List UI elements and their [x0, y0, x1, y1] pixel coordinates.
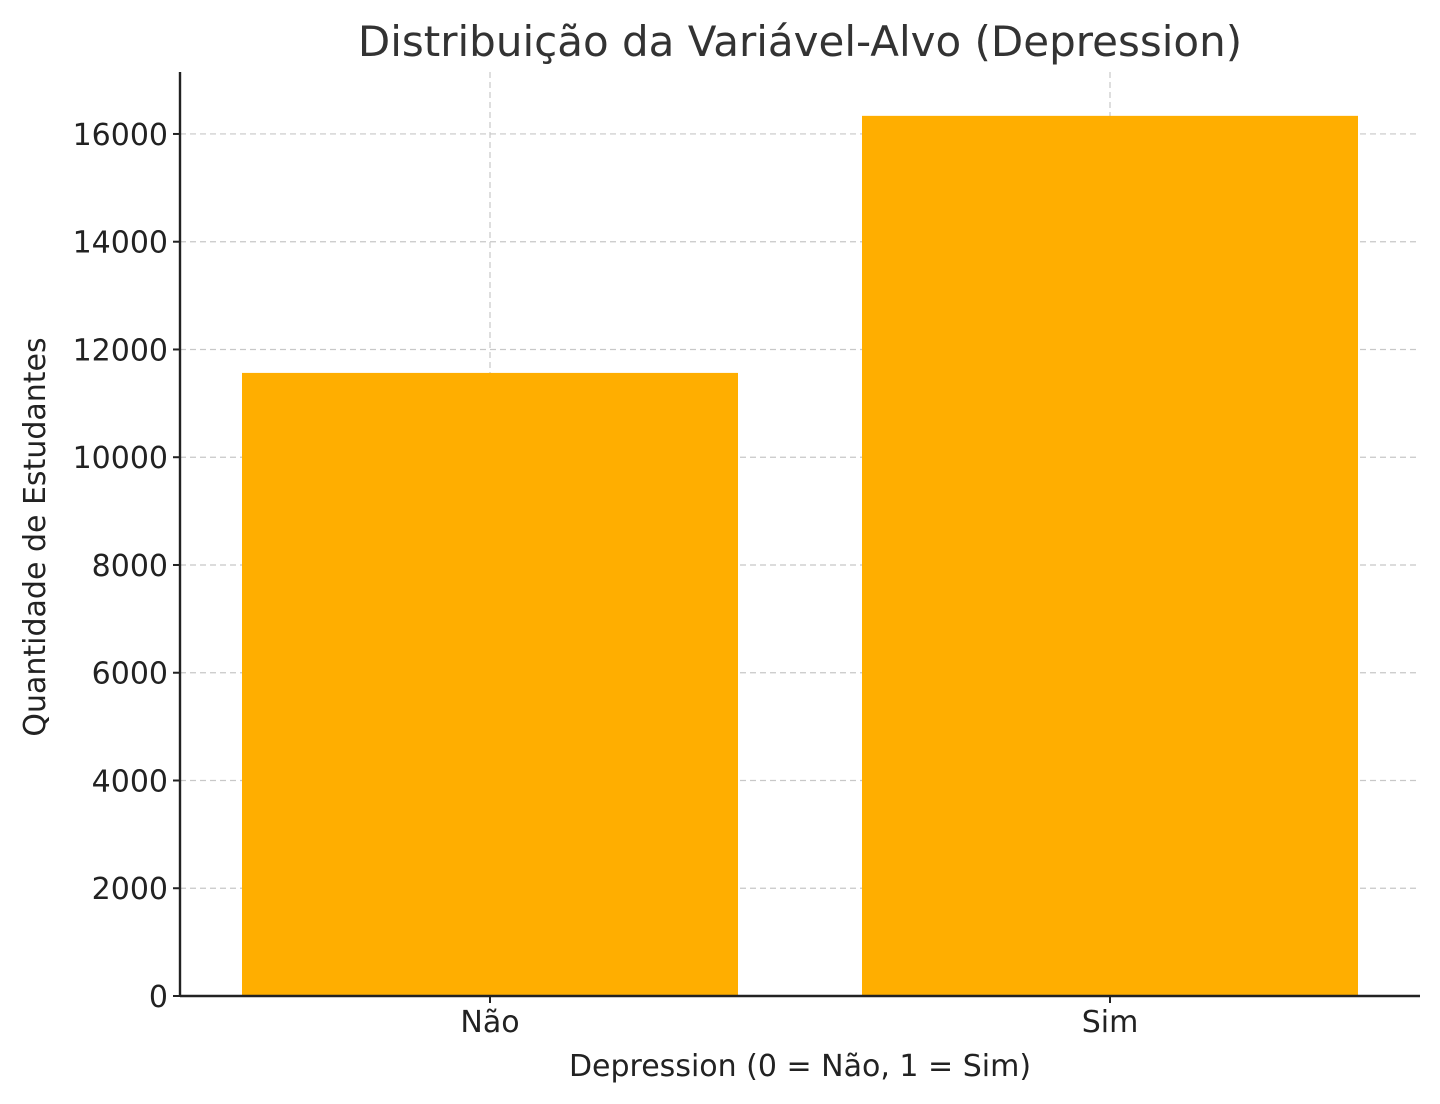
y-tick-label: 0 [149, 980, 168, 1015]
bars [242, 115, 1358, 996]
y-tick-label: 16000 [73, 118, 168, 153]
y-tick-label: 2000 [92, 872, 168, 907]
y-tick-label: 6000 [92, 657, 168, 692]
y-tick-label: 8000 [92, 549, 168, 584]
axes [173, 72, 1420, 1003]
bar-sim [862, 115, 1358, 996]
y-tick-label: 12000 [73, 333, 168, 368]
x-tick-label: Sim [1082, 1005, 1139, 1040]
tick-labels: 0 2000 4000 6000 8000 10000 12000 14000 16000 Não… [73, 118, 1139, 1040]
y-tick-label: 14000 [73, 226, 168, 261]
x-axis-label: Depression (0 = Não, 1 = Sim) [569, 1049, 1031, 1084]
chart-title: Distribuição da Variável-Alvo (Depressio… [358, 17, 1242, 66]
x-tick-label: Não [460, 1005, 519, 1040]
bar-nao [242, 372, 738, 996]
y-axis-label: Quantidade de Estudantes [18, 337, 53, 736]
y-tick-label: 4000 [92, 764, 168, 799]
y-tick-label: 10000 [73, 441, 168, 476]
